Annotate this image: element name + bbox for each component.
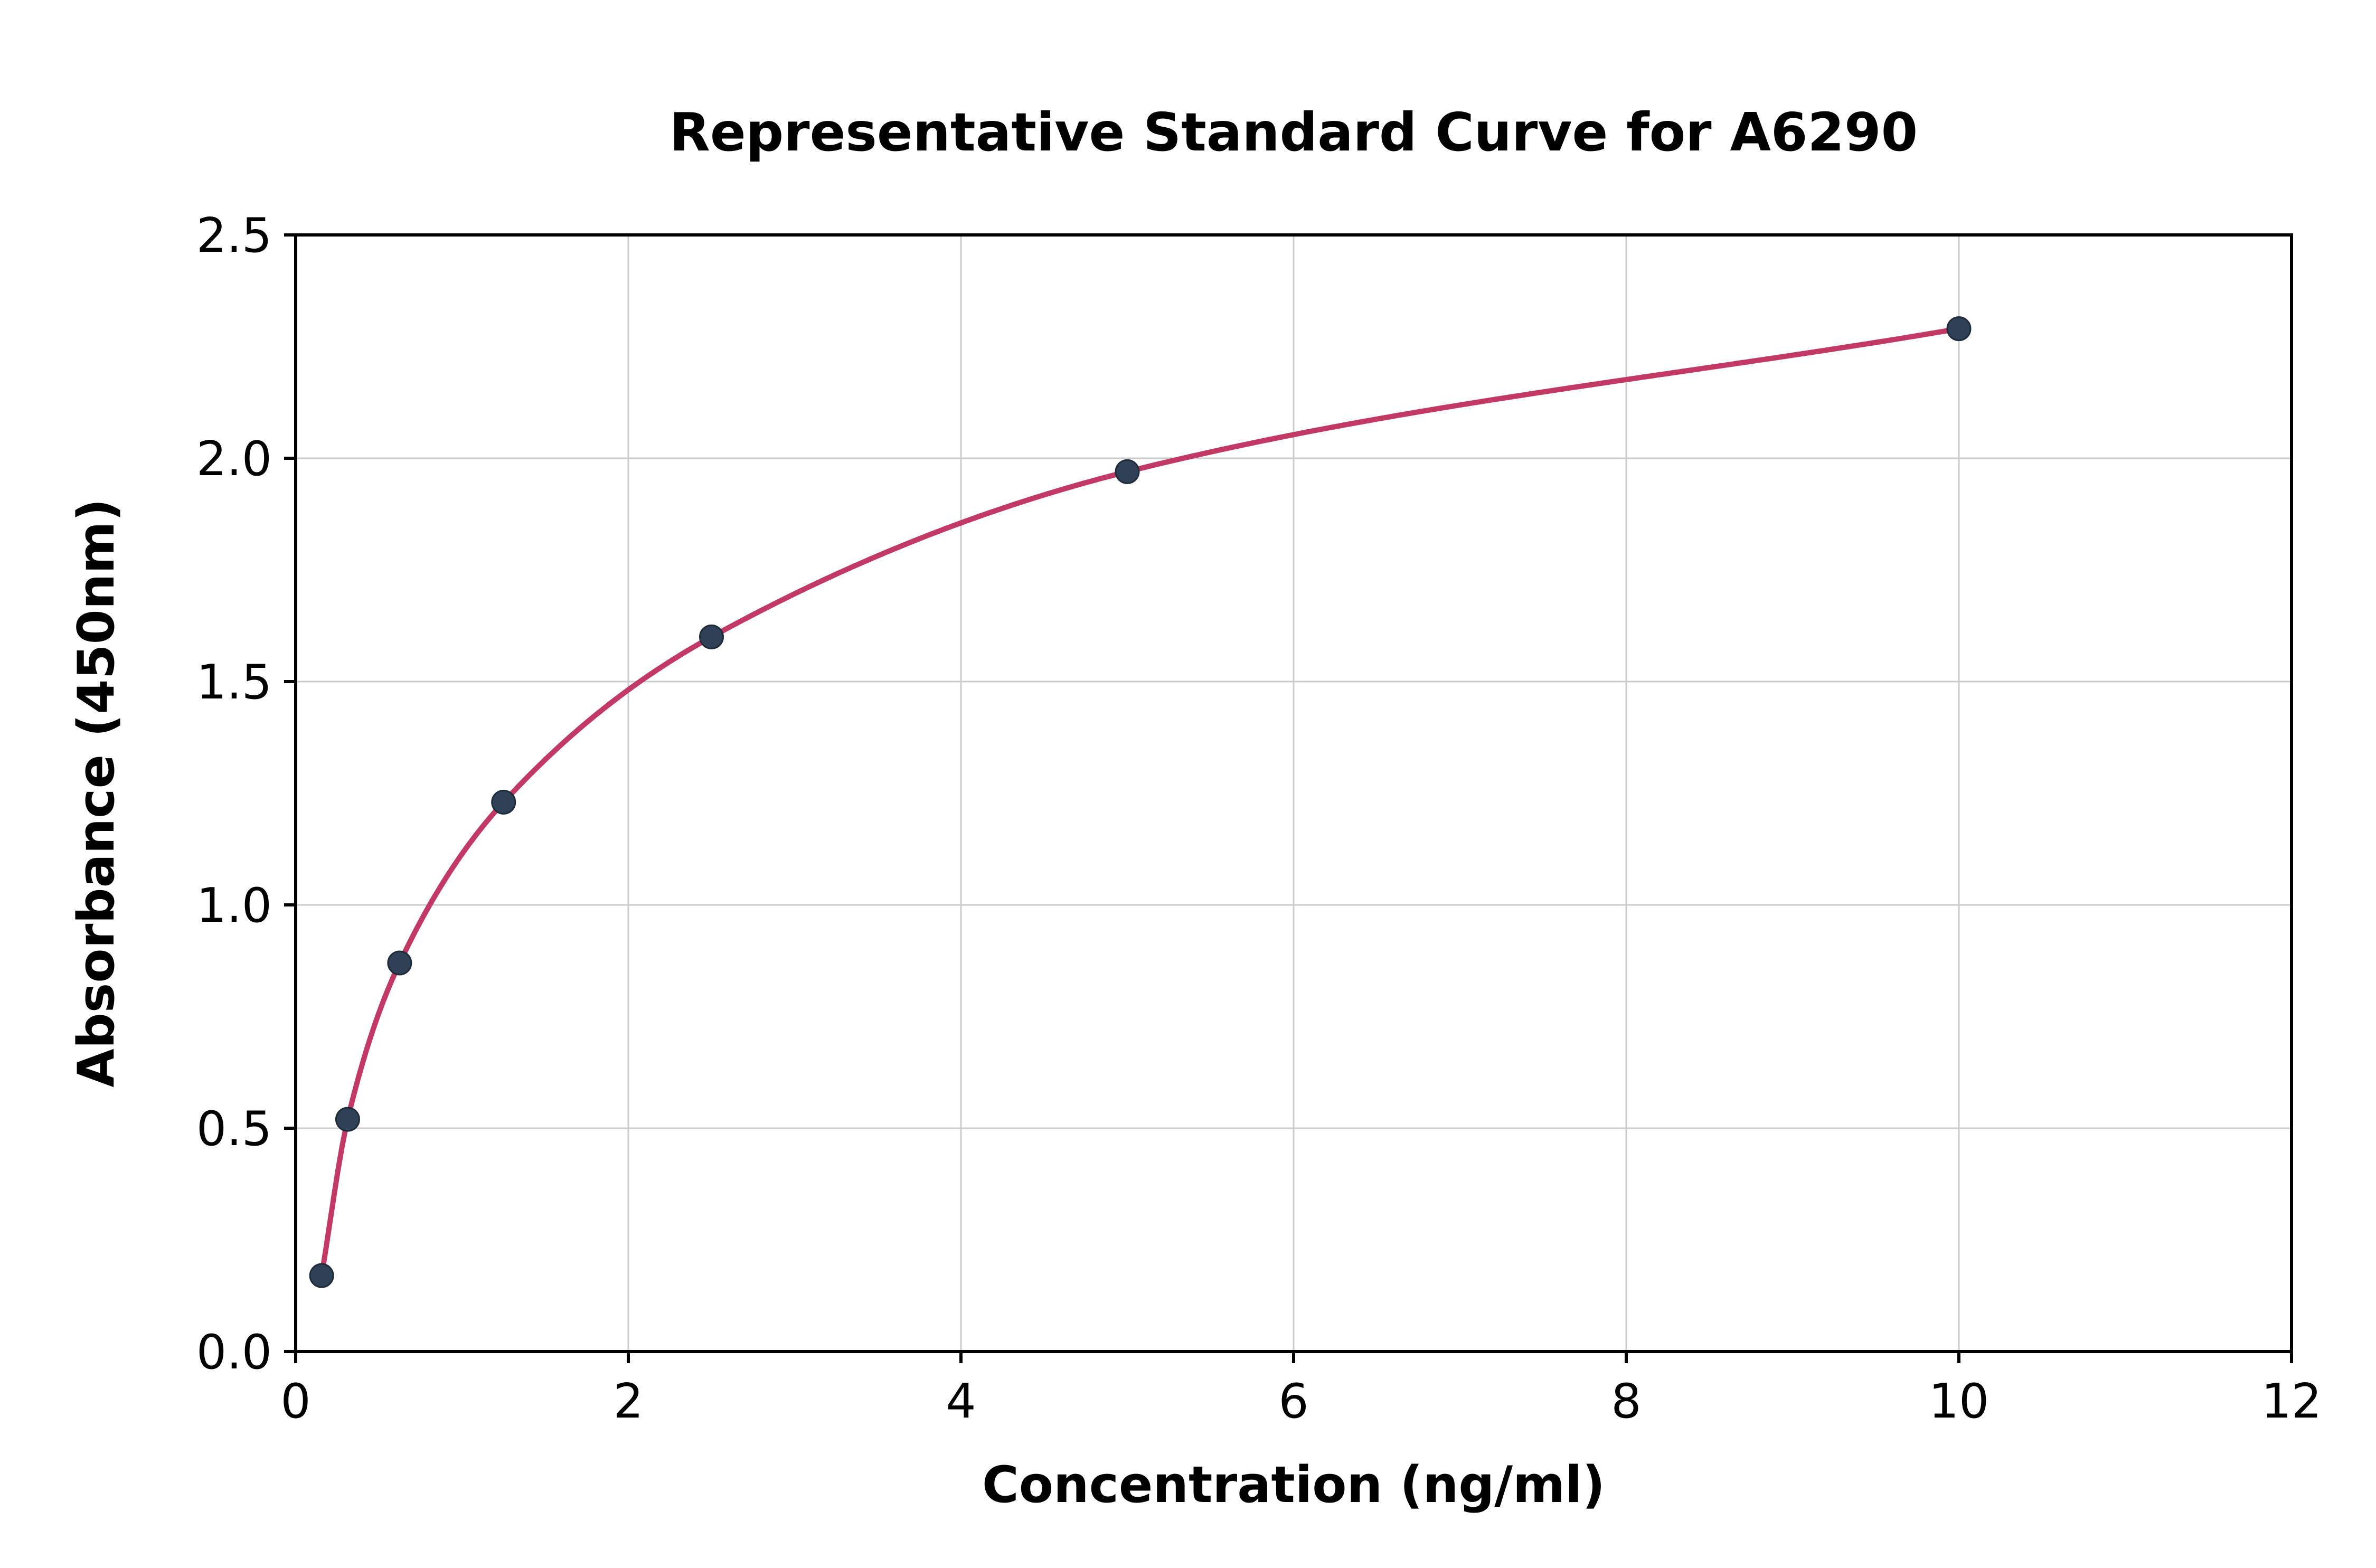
x-tick-label: 10 [1929, 1374, 1990, 1429]
x-axis-label: Concentration (ng/ml) [982, 1456, 1605, 1514]
y-tick-label: 2.5 [196, 208, 272, 263]
plot-border [294, 233, 2293, 1353]
x-tick-label: 0 [280, 1374, 310, 1429]
y-tick-label: 0.0 [196, 1325, 272, 1380]
data-point [309, 1263, 334, 1288]
data-point [1946, 316, 1972, 342]
y-tick-label: 1.5 [196, 655, 272, 710]
y-tick-label: 0.5 [196, 1101, 272, 1157]
fit-curve [319, 326, 1962, 1279]
x-tick-label: 4 [946, 1374, 976, 1429]
y-tick-label: 1.0 [196, 878, 272, 933]
x-tick-label: 2 [613, 1374, 643, 1429]
y-axis-label: Absorbance (450nm) [68, 498, 126, 1088]
axis-ticks: 0 2 4 6 8 10 12 0.0 0.5 1.0 1.5 2.0 2.5 [196, 208, 2322, 1429]
chart-title: Representative Standard Curve for A6290 [670, 101, 1918, 163]
data-point [1115, 459, 1140, 484]
data-point [387, 950, 412, 976]
data-points-layer [309, 316, 1972, 1288]
data-point [699, 624, 724, 649]
x-tick-label: 8 [1611, 1374, 1641, 1429]
x-tick-label: 6 [1278, 1374, 1308, 1429]
data-point [335, 1107, 360, 1132]
y-tick-label: 2.0 [196, 431, 272, 487]
data-point [491, 789, 516, 815]
grid-lines [295, 234, 2293, 1353]
fit-curve-layer [319, 326, 1962, 1279]
x-tick-label: 12 [2261, 1374, 2322, 1429]
